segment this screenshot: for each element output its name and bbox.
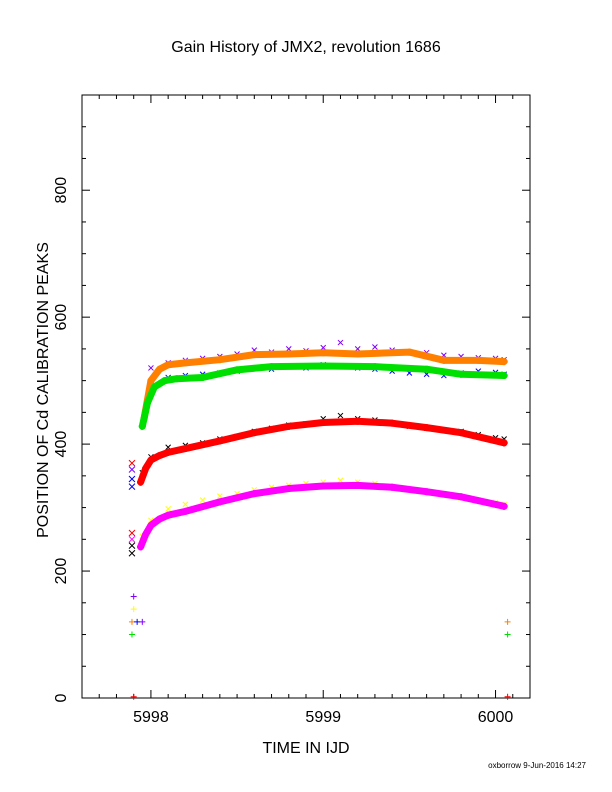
outlier-point [128, 466, 136, 473]
y-tick-label-600: 600 [53, 304, 70, 331]
series-7-point [182, 501, 189, 508]
series-4-point [372, 344, 378, 350]
x-tick-label-5999: 5999 [305, 709, 341, 726]
outlier-point [128, 542, 136, 550]
series-7-point [337, 477, 344, 484]
x-tick-label-6000: 6000 [478, 709, 514, 726]
outlier-point [128, 475, 136, 483]
series-7-point [216, 493, 223, 500]
y-tick-label-800: 800 [53, 177, 70, 204]
x-axis-label: TIME IN IJD [262, 740, 349, 757]
y-axis-label: POSITION OF Cd CALIBRATION PEAKS [35, 242, 52, 538]
series-0-band [140, 348, 508, 423]
y-tick-label-0: 0 [53, 693, 70, 702]
series-1-band [138, 362, 508, 430]
outlier-point [130, 693, 137, 700]
x-tick-label-5998: 5998 [133, 709, 169, 726]
outlier-point [128, 618, 135, 625]
outlier-point [128, 483, 136, 490]
y-tick-label-400: 400 [53, 431, 70, 458]
series-3-band [137, 481, 508, 551]
series-4-point [337, 339, 344, 346]
data-marks [128, 339, 511, 700]
outlier-point [128, 535, 136, 543]
outlier-point [504, 693, 511, 700]
series-7-point [165, 505, 172, 512]
chart-title: Gain History of JMX2, revolution 1686 [171, 39, 441, 56]
outlier-point [128, 631, 135, 638]
y-tick-label-200: 200 [53, 558, 70, 585]
outlier-point [134, 618, 141, 625]
outlier-point [128, 529, 136, 537]
outlier-point [130, 606, 137, 613]
outlier-point [504, 618, 511, 625]
outlier-point [504, 631, 511, 638]
series-7-point [199, 497, 206, 503]
outlier-point [130, 593, 137, 600]
series-6-point [337, 412, 344, 419]
outlier-point [139, 618, 146, 625]
outlier-point [128, 459, 136, 467]
series-2-band [137, 417, 508, 486]
footer-stamp: oxborrow 9-Jun-2016 14:27 [488, 761, 586, 770]
outlier-point [128, 549, 136, 557]
y-axis-ticks [82, 94, 530, 699]
series-4-point [148, 365, 154, 371]
